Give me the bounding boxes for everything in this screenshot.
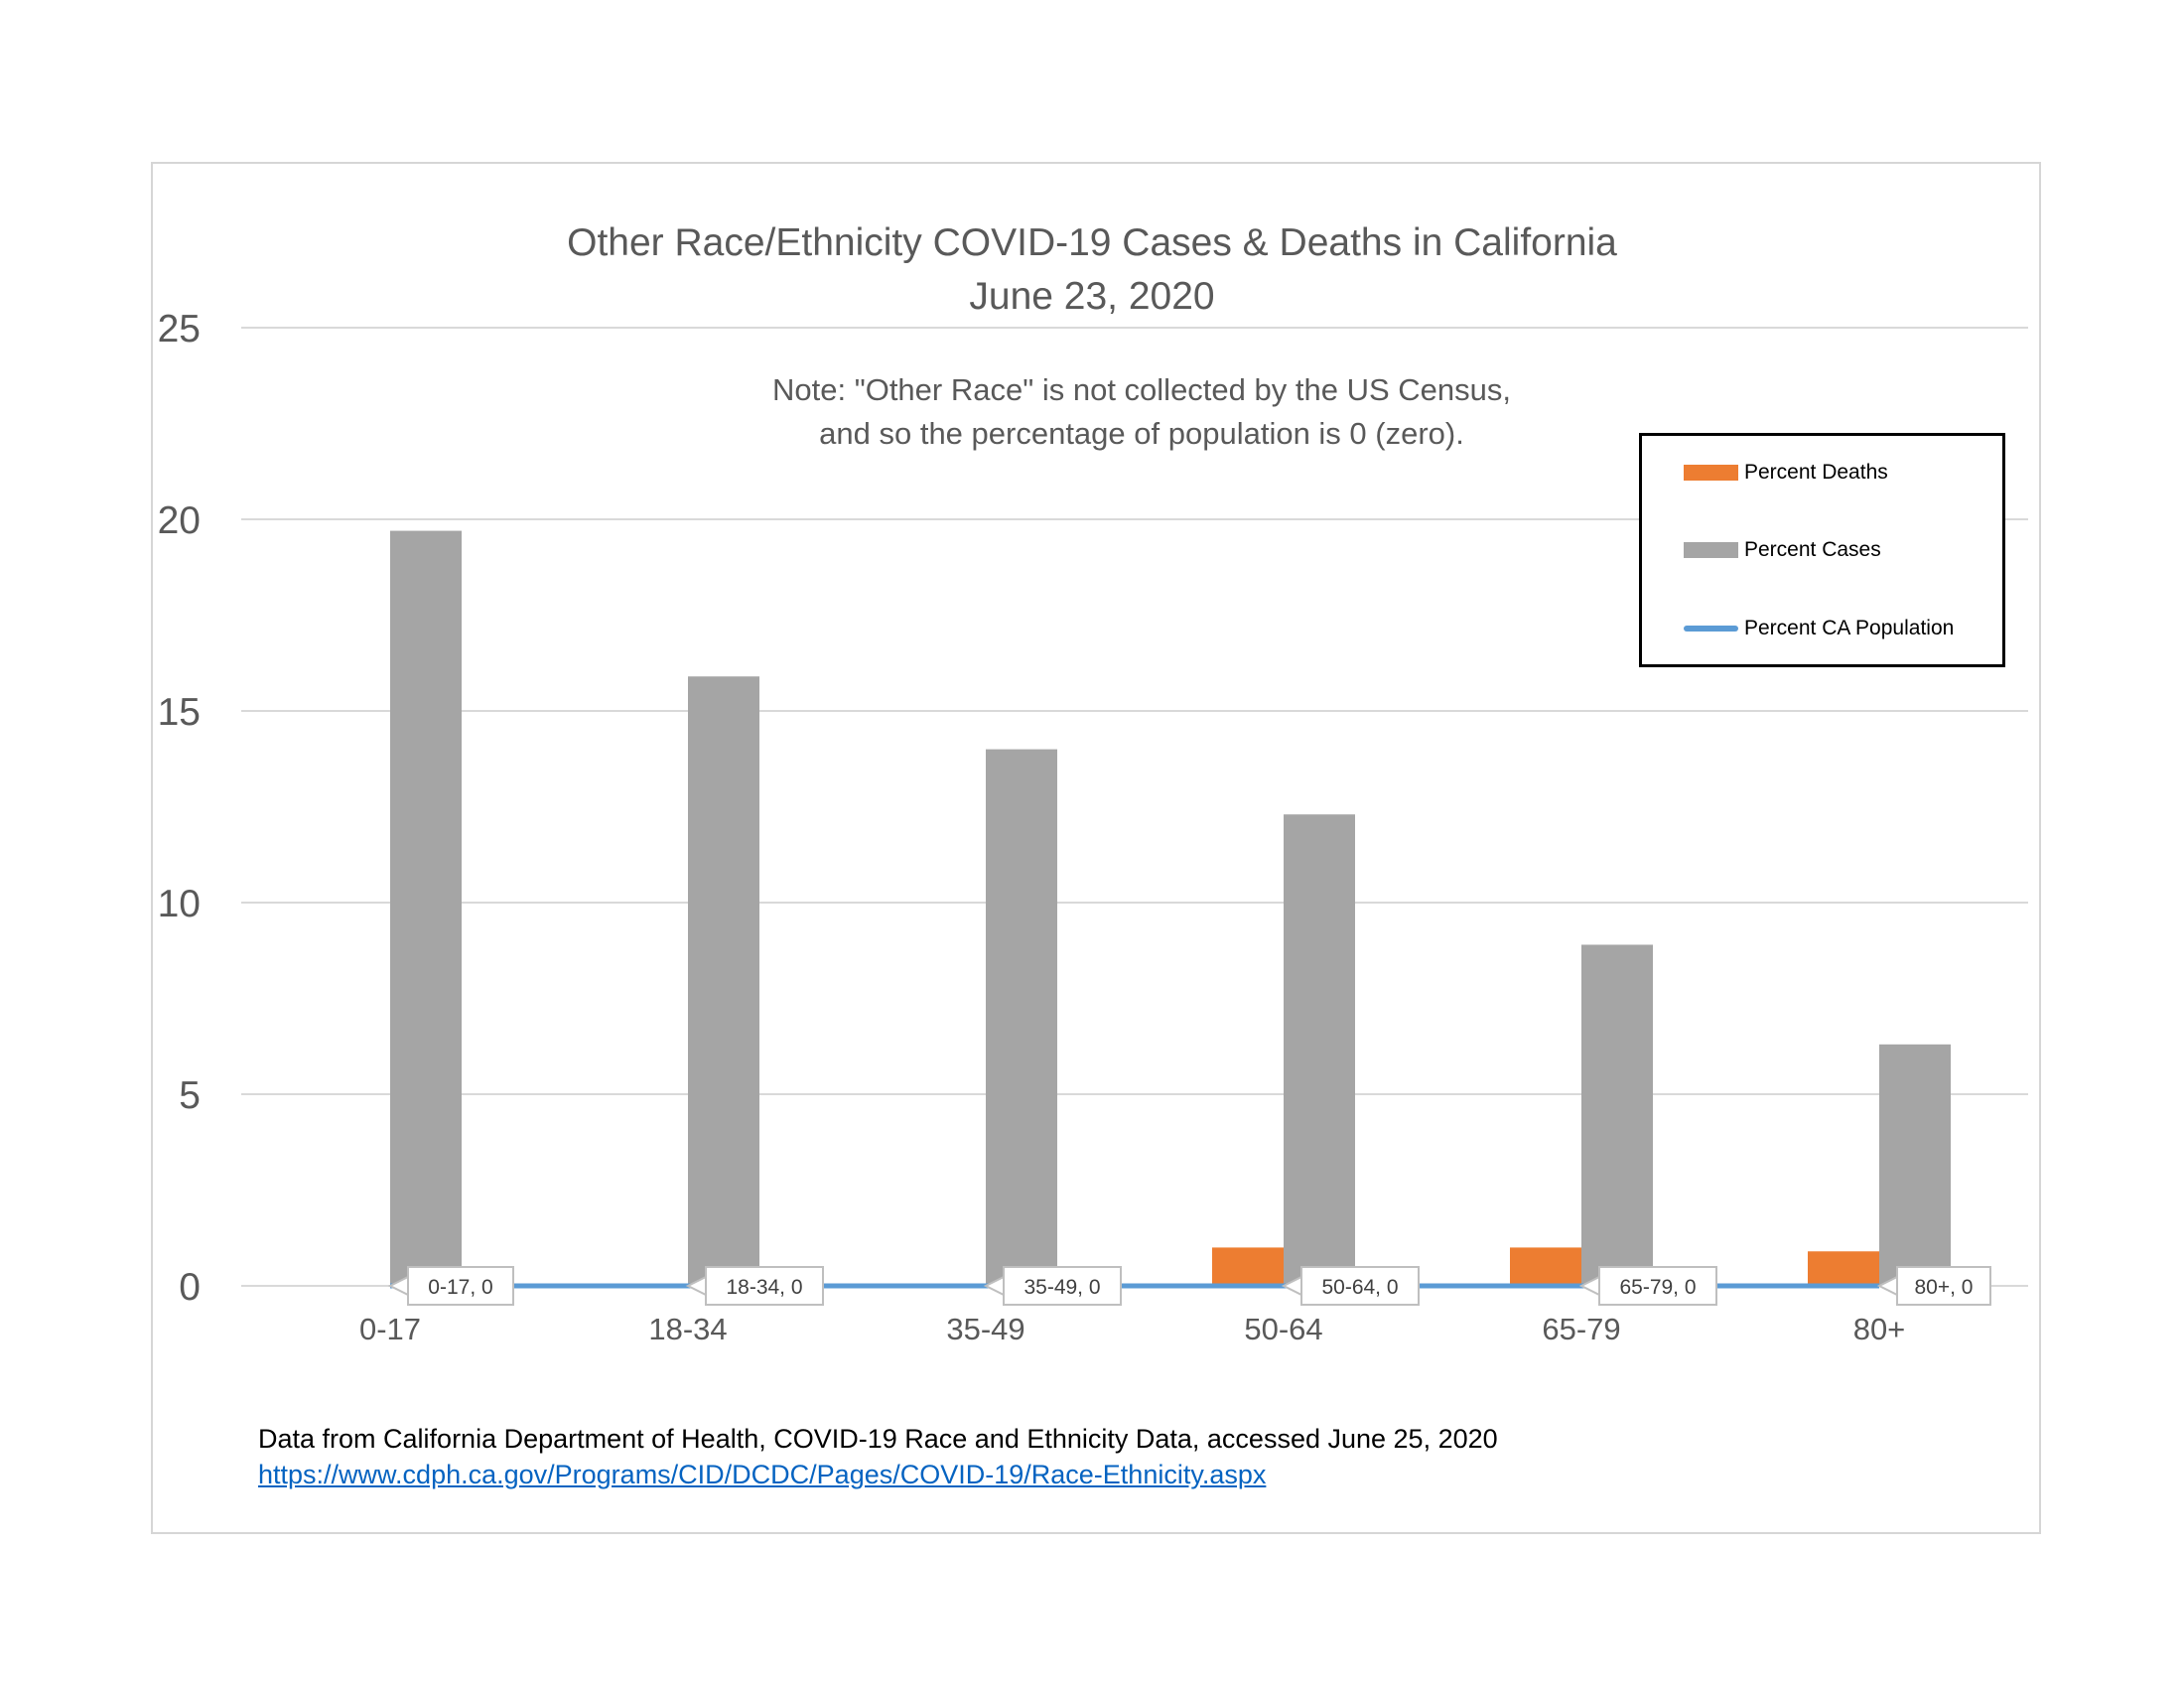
y-tick-label: 10 — [158, 883, 201, 925]
source-link[interactable]: https://www.cdph.ca.gov/Programs/CID/DCD… — [258, 1460, 1267, 1489]
legend-swatch-deaths — [1684, 465, 1738, 481]
bar-percent-cases — [986, 749, 1057, 1286]
x-tick-label: 18-34 — [648, 1312, 727, 1346]
y-tick-label: 15 — [158, 691, 201, 734]
bar-percent-cases — [1581, 944, 1653, 1286]
data-label: 80+, 0 — [1915, 1276, 1974, 1299]
x-tick-label: 80+ — [1853, 1312, 1906, 1346]
bar-percent-deaths — [1808, 1251, 1879, 1286]
y-tick-label: 25 — [158, 308, 201, 351]
data-label: 0-17, 0 — [428, 1276, 492, 1299]
data-label-box — [1598, 1266, 1717, 1306]
data-label-box — [1300, 1266, 1420, 1306]
data-label-box — [705, 1266, 824, 1306]
bar-percent-cases — [1284, 814, 1355, 1286]
source-note: Data from California Department of Healt… — [258, 1424, 1498, 1454]
legend-label: Percent Deaths — [1744, 461, 1888, 484]
data-label-box — [1896, 1266, 1991, 1306]
legend-swatch-population — [1684, 626, 1738, 632]
bar-percent-deaths — [1212, 1247, 1284, 1286]
chart-note-line-1: Note: "Other Race" is not collected by t… — [772, 372, 1511, 407]
y-tick-label: 5 — [179, 1074, 201, 1117]
y-tick-label: 0 — [179, 1266, 201, 1309]
x-tick-label: 65-79 — [1542, 1312, 1620, 1346]
data-label: 50-64, 0 — [1321, 1276, 1398, 1299]
bar-percent-cases — [1879, 1044, 1951, 1286]
legend-swatch-cases — [1684, 542, 1738, 558]
chart-title: Other Race/Ethnicity COVID-19 Cases & De… — [567, 221, 1617, 264]
data-label: 65-79, 0 — [1619, 1276, 1696, 1299]
y-tick-label: 20 — [158, 499, 201, 542]
x-tick-label: 0-17 — [359, 1312, 421, 1346]
chart-frame — [151, 162, 2041, 1534]
legend-label: Percent CA Population — [1744, 617, 1955, 639]
data-label: 18-34, 0 — [726, 1276, 802, 1299]
x-tick-label: 35-49 — [946, 1312, 1024, 1346]
chart-note-line-2: and so the percentage of population is 0… — [819, 416, 1464, 451]
legend-label: Percent Cases — [1744, 538, 1881, 561]
bar-percent-cases — [390, 530, 462, 1286]
data-label-box — [1003, 1266, 1122, 1306]
bar-percent-deaths — [1510, 1247, 1581, 1286]
bar-percent-cases — [688, 676, 759, 1286]
data-label-box — [407, 1266, 514, 1306]
data-label: 35-49, 0 — [1024, 1276, 1100, 1299]
x-tick-label: 50-64 — [1244, 1312, 1322, 1346]
chart-legend: Percent Deaths Percent Cases Percent CA … — [1639, 433, 2005, 667]
chart-subtitle: June 23, 2020 — [969, 275, 1215, 318]
